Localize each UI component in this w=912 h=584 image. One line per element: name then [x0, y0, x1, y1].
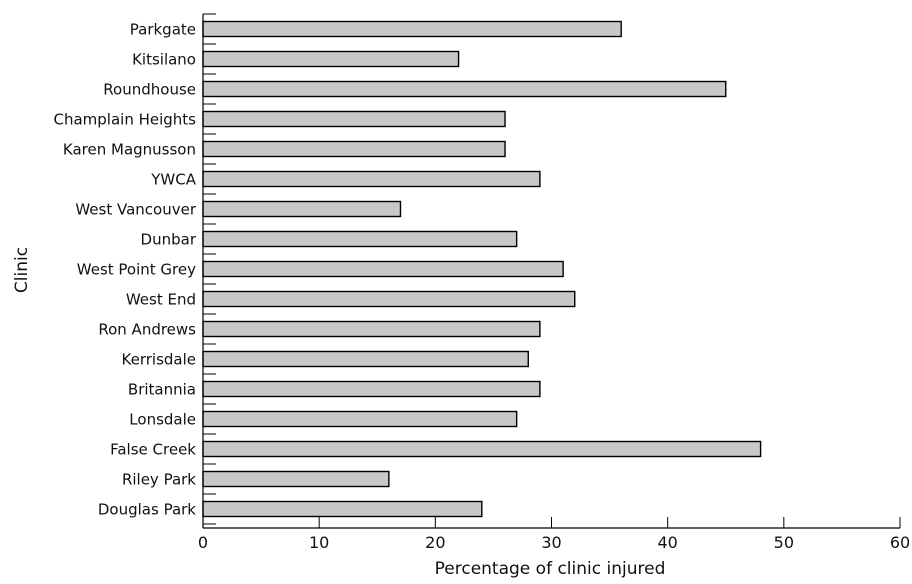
bar-karen-magnusson	[202, 140, 506, 158]
bar-britannia	[202, 380, 541, 398]
bar-west-vancouver	[202, 200, 402, 218]
y-axis-title: Clinic	[12, 247, 32, 293]
bar-parkgate	[202, 20, 622, 38]
x-tick-label: 60	[890, 533, 910, 552]
bar-riley-park	[202, 470, 390, 488]
bar-champlain-heights	[202, 110, 506, 128]
bar-west-point-grey	[202, 260, 564, 278]
bar-ron-andrews	[202, 320, 541, 338]
axes-layer	[202, 13, 901, 529]
category-label: Britannia	[128, 381, 196, 399]
x-tick-label: 50	[774, 533, 794, 552]
category-label: Kerrisdale	[122, 351, 196, 369]
category-label: Roundhouse	[103, 81, 196, 99]
category-label: Dunbar	[141, 231, 197, 249]
bar-ywca	[202, 170, 541, 188]
bar-roundhouse	[202, 80, 727, 98]
x-tick-label: 0	[198, 533, 208, 552]
category-label: Ron Andrews	[98, 321, 196, 339]
category-label: Parkgate	[130, 21, 196, 39]
bar-false-creek	[202, 440, 762, 458]
category-label: Riley Park	[122, 471, 196, 489]
x-tick-label: 40	[657, 533, 677, 552]
bar-lonsdale	[202, 410, 518, 428]
category-label: YWCA	[150, 171, 196, 189]
category-label: Karen Magnusson	[63, 141, 196, 159]
labels-layer: Parkgate Kitsilano Roundhouse Champlain Hei…	[53, 21, 910, 553]
x-axis-title: Percentage of clinic injured	[435, 559, 666, 579]
category-label: Douglas Park	[98, 501, 196, 519]
bar-west-end	[202, 290, 576, 308]
category-label: West End	[126, 291, 196, 309]
bars-layer	[202, 20, 762, 518]
bar-dunbar	[202, 230, 518, 248]
category-label: West Vancouver	[75, 201, 196, 219]
category-label: Lonsdale	[129, 411, 196, 429]
x-tick-label: 30	[541, 533, 561, 552]
category-label: Kitsilano	[132, 51, 196, 69]
bar-kerrisdale	[202, 350, 529, 368]
x-tick-label: 10	[309, 533, 329, 552]
category-label: West Point Grey	[77, 261, 196, 279]
category-label: False Creek	[110, 441, 196, 459]
bar-douglas-park	[202, 500, 483, 518]
x-tick-label: 20	[425, 533, 445, 552]
category-label: Champlain Heights	[53, 111, 196, 129]
bar-kitsilano	[202, 50, 460, 68]
